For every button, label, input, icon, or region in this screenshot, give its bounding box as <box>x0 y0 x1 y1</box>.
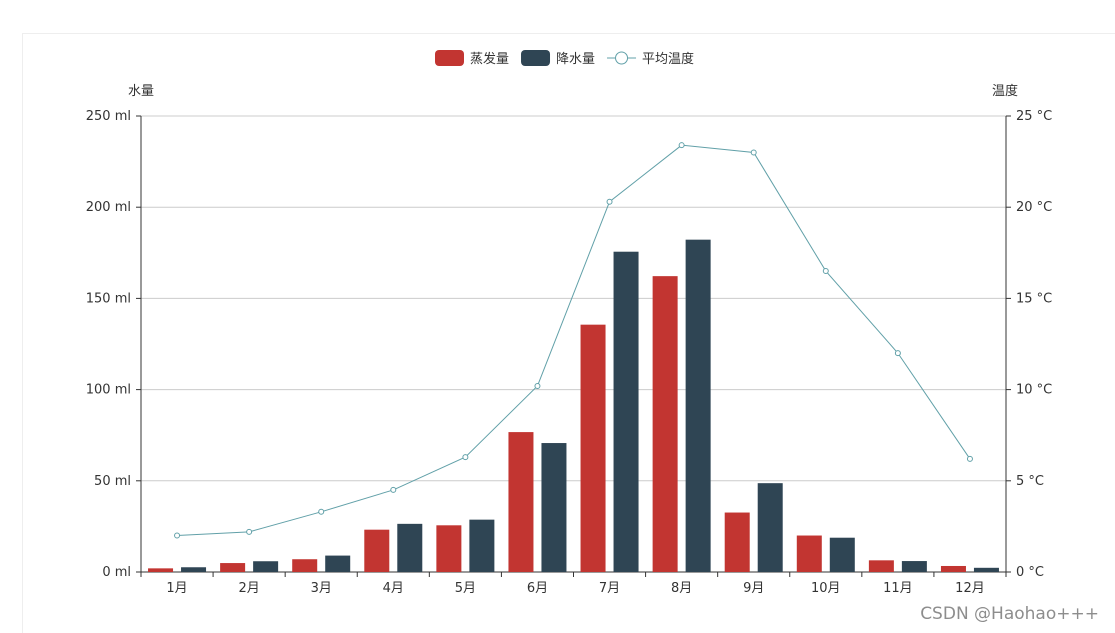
y-left-tick-label: 200 ml <box>86 200 131 215</box>
x-tick-label: 4月 <box>383 581 404 596</box>
bar <box>220 563 246 572</box>
bar <box>685 239 711 572</box>
x-tick-label: 2月 <box>238 581 259 596</box>
bar <box>148 568 174 572</box>
line-point <box>894 350 901 357</box>
y-left-tick-label: 150 ml <box>86 291 131 306</box>
y-right-tick-label: 0 °C <box>1016 565 1044 580</box>
line-point <box>318 508 325 515</box>
bar <box>397 523 423 572</box>
x-tick-label: 5月 <box>455 581 476 596</box>
bar <box>613 251 639 572</box>
y-right-tick-label: 25 °C <box>1016 109 1052 124</box>
x-tick-label: 8月 <box>671 581 692 596</box>
line-point <box>822 268 829 275</box>
y-left-tick-label: 100 ml <box>86 383 131 398</box>
line-point <box>606 198 613 205</box>
line-point <box>966 455 973 462</box>
bar <box>253 561 279 572</box>
x-tick-label: 1月 <box>166 581 187 596</box>
bar <box>364 529 390 572</box>
y-right-axis-name: 温度 <box>992 83 1018 99</box>
legend-swatch <box>435 50 464 66</box>
bar <box>829 537 855 572</box>
bar <box>940 565 966 572</box>
bar <box>868 560 894 572</box>
bar <box>325 555 351 572</box>
chart-panel <box>22 33 1115 633</box>
bar <box>181 567 207 572</box>
line-point <box>246 528 253 535</box>
x-tick-label: 12月 <box>955 581 985 596</box>
bar <box>652 276 678 572</box>
x-tick-label: 9月 <box>743 581 764 596</box>
x-tick-label: 11月 <box>883 581 913 596</box>
x-tick-label: 7月 <box>599 581 620 596</box>
bar <box>796 535 822 572</box>
legend-label: 平均温度 <box>642 51 694 67</box>
legend-label: 蒸发量 <box>470 51 509 67</box>
y-left-tick-label: 50 ml <box>94 474 131 489</box>
x-tick-label: 3月 <box>311 581 332 596</box>
y-right-tick-label: 5 °C <box>1016 474 1044 489</box>
line-point <box>462 454 469 461</box>
y-left-tick-label: 250 ml <box>86 109 131 124</box>
y-right-tick-label: 10 °C <box>1016 383 1052 398</box>
bar <box>580 324 606 572</box>
line-point <box>390 486 397 493</box>
legend-swatch <box>615 51 629 65</box>
line-series <box>177 144 971 537</box>
line-point <box>678 142 685 149</box>
y-left-tick-label: 0 ml <box>102 565 131 580</box>
line-point <box>174 532 181 539</box>
bar <box>724 512 750 572</box>
bar <box>901 561 927 572</box>
bar <box>757 483 783 572</box>
bar <box>469 519 495 572</box>
y-right-tick-label: 20 °C <box>1016 200 1052 215</box>
legend-swatch <box>521 50 551 66</box>
bar <box>541 443 567 572</box>
bar <box>973 567 999 572</box>
watermark: CSDN @Haohao+++ <box>920 604 1099 624</box>
x-tick-label: 6月 <box>527 581 548 596</box>
y-right-tick-label: 15 °C <box>1016 291 1052 306</box>
legend-label: 降水量 <box>556 52 595 67</box>
y-left-axis-name: 水量 <box>128 84 154 99</box>
line-point <box>534 382 541 389</box>
bar <box>508 432 534 572</box>
bar <box>436 525 462 572</box>
bar <box>292 559 318 572</box>
line-point <box>750 149 757 156</box>
x-tick-label: 10月 <box>811 581 841 596</box>
